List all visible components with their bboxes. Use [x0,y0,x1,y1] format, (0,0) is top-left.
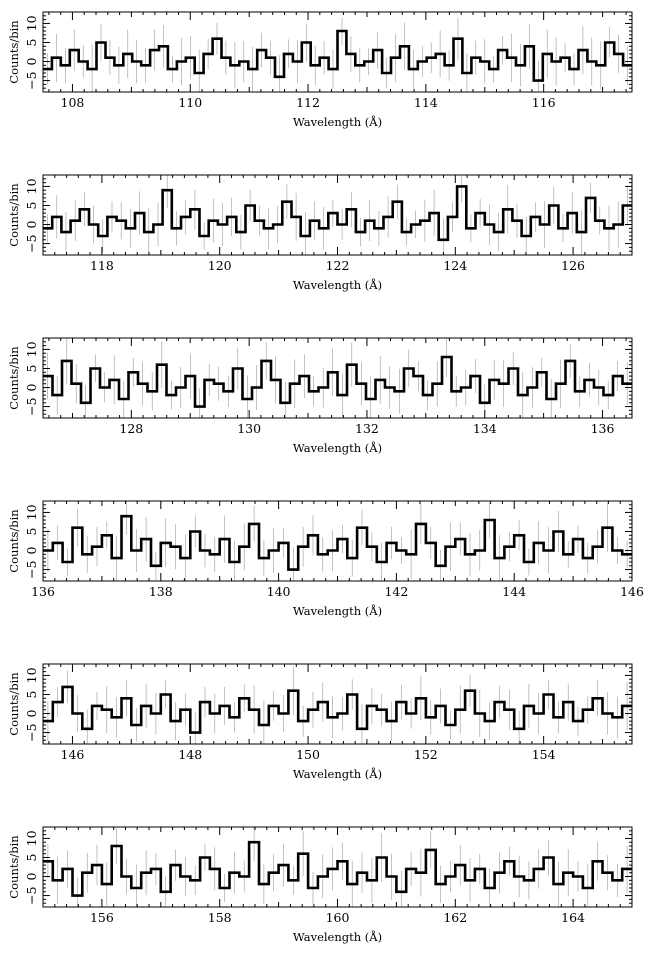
x-tick-label: 132 [355,421,379,436]
y-tick-label: −5 [24,397,39,415]
x-tick-label: 158 [208,910,232,925]
y-tick-label: 5 [24,854,39,862]
y-tick-label: −5 [24,560,39,578]
y-tick-label: 5 [24,528,39,536]
y-tick-label: 0 [24,57,39,65]
x-axis-label: Wavelength (Å) [293,604,382,618]
panel-data-group [43,827,632,907]
panel-data-group [43,175,632,255]
x-tick-label: 126 [561,258,585,273]
x-tick-label: 110 [178,95,202,110]
spectrum-step-line [43,185,632,242]
x-tick-label: 114 [414,95,438,110]
panel-data-group [43,17,632,92]
y-tick-label: 10 [24,667,39,683]
panel-data-group [43,501,632,581]
y-tick-label: −5 [24,71,39,89]
x-tick-label: 136 [591,421,615,436]
chart-panel-4: 136 138 140 142 144 146 −5 0 5 10 Wavelength (Å) Co… [7,500,644,618]
y-tick-label: 0 [24,872,39,880]
spectrum-step-line [43,355,632,408]
x-tick-label: 144 [502,584,526,599]
chart-panel-3: 128 130 132 134 136 −5 0 5 10 Wavelength (Å) Count… [7,337,633,455]
y-tick-label: 5 [24,691,39,699]
y-tick-label: 0 [24,220,39,228]
x-tick-label: 116 [532,95,556,110]
y-axis-label: Counts/bin [7,20,21,84]
x-tick-label: 134 [473,421,497,436]
y-axis-label: Counts/bin [7,672,21,736]
plot-frame [42,663,633,745]
chart-panel-6: 156 158 160 162 164 −5 0 5 10 Wavelength (Å) Count… [7,826,633,944]
x-tick-label: 146 [620,584,644,599]
y-tick-label: 0 [24,709,39,717]
y-tick-label: −5 [24,886,39,904]
y-tick-label: 5 [24,202,39,210]
y-axis-label: Counts/bin [7,509,21,573]
spectrum-step-line [43,840,632,897]
x-tick-label: 108 [61,95,85,110]
x-tick-label: 148 [178,747,202,762]
x-tick-label: 150 [296,747,320,762]
x-tick-label: 152 [414,747,438,762]
chart-panel-5: 146 148 150 152 154 −5 0 5 10 Wavelength (Å) Count… [7,663,633,781]
x-tick-label: 136 [31,584,55,599]
x-tick-label: 146 [61,747,85,762]
x-tick-label: 118 [90,258,114,273]
x-tick-label: 154 [532,747,556,762]
x-axis-label: Wavelength (Å) [293,115,382,129]
x-tick-label: 128 [119,421,143,436]
panel-data-group [43,338,632,418]
plot-frame [42,337,633,419]
chart-panel-1: 108 110 112 114 116 −5 0 5 10 Wavelength (Å) Count… [7,11,633,129]
y-axis-label: Counts/bin [7,835,21,899]
panel-data-group [43,666,632,744]
y-tick-label: 10 [24,830,39,846]
x-tick-label: 122 [326,258,350,273]
y-tick-label: 10 [24,504,39,520]
spectrum-step-line [43,514,632,571]
plot-frame [42,11,633,93]
x-tick-label: 138 [149,584,173,599]
y-tick-label: −5 [24,234,39,252]
y-tick-label: 10 [24,341,39,357]
x-tick-label: 164 [561,910,585,925]
x-axis-label: Wavelength (Å) [293,441,382,455]
y-tick-label: 5 [24,39,39,47]
y-tick-label: 0 [24,383,39,391]
x-tick-label: 142 [384,584,408,599]
x-tick-label: 130 [237,421,261,436]
x-tick-label: 124 [443,258,467,273]
y-axis-label: Counts/bin [7,183,21,247]
y-tick-label: 10 [24,178,39,194]
chart-panel-2: 118 120 122 124 126 −5 0 5 10 Wavelength (Å) Count… [7,174,633,292]
x-tick-label: 160 [326,910,350,925]
x-tick-label: 112 [296,95,320,110]
x-axis-label: Wavelength (Å) [293,930,382,944]
spectrum-step-line [43,29,632,82]
y-axis-label: Counts/bin [7,346,21,410]
x-tick-label: 156 [90,910,114,925]
y-tick-label: 0 [24,546,39,554]
x-axis-label: Wavelength (Å) [293,278,382,292]
x-axis-label: Wavelength (Å) [293,767,382,781]
y-tick-label: −5 [24,723,39,741]
x-tick-label: 140 [267,584,291,599]
x-tick-label: 120 [208,258,232,273]
y-tick-label: 5 [24,365,39,373]
spectrum-step-line [43,685,632,734]
x-tick-label: 162 [443,910,467,925]
y-tick-label: 10 [24,15,39,31]
